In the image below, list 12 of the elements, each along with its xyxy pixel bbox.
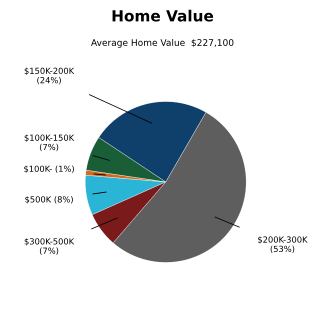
chart-subtitle: Average Home Value $227,100: [91, 39, 234, 48]
slice-label: $300K-500K: [24, 238, 74, 246]
data-label: (24%): [37, 76, 61, 84]
data-label: (7%): [40, 247, 58, 255]
slice-label: $100K-150K: [24, 134, 74, 142]
slice-label: $500K (8%): [25, 196, 73, 204]
chart-title: Home Value: [112, 10, 214, 22]
slice-label: $100K- (1%): [24, 165, 74, 174]
data-label: (7%): [40, 144, 58, 152]
data-label: (53%): [270, 246, 294, 253]
slice-label: $200K-300K: [258, 236, 308, 244]
slice-label: $150K-200K: [24, 68, 74, 76]
